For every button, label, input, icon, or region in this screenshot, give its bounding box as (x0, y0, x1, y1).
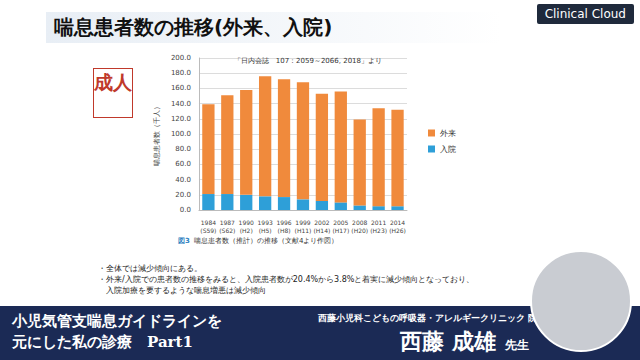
svg-text:(H26): (H26) (389, 227, 406, 234)
svg-text:200.0: 200.0 (171, 54, 191, 62)
svg-text:(H2): (H2) (240, 227, 253, 234)
svg-text:(H20): (H20) (351, 227, 368, 234)
svg-text:(S62): (S62) (219, 227, 235, 234)
svg-text:1996: 1996 (276, 219, 291, 226)
svg-text:1987: 1987 (220, 219, 235, 226)
svg-text:(H5): (H5) (259, 227, 272, 234)
html-text:喘息患者数の推移(外来、入院): 喘息患者数の推移(外来、入院) (54, 15, 333, 39)
svg-text:180.0: 180.0 (171, 69, 191, 77)
svg-text:2005: 2005 (333, 219, 348, 226)
svg-text:1993: 1993 (257, 219, 272, 226)
svg-text:1990: 1990 (239, 219, 254, 226)
html-text:小児気管支喘息ガイドラインを: 小児気管支喘息ガイドラインを (12, 312, 222, 330)
html-text:・外来/入院での患者数の推移をみると、入院患者数が20.4%: ・外来/入院での患者数の推移をみると、入院患者数が20.4%から3.8%と着実に… (98, 275, 475, 284)
svg-text:(H23): (H23) (370, 227, 387, 234)
svg-text:60.0: 60.0 (175, 160, 191, 168)
svg-text:20.0: 20.0 (175, 191, 191, 199)
svg-text:(H8): (H8) (278, 227, 291, 234)
svg-text:入院: 入院 (440, 145, 456, 154)
svg-text:100.0: 100.0 (171, 130, 191, 138)
html-text:Clinical Cloud: Clinical Cloud (544, 7, 626, 21)
html-text:喘息患者数（推計）の推移（文献4より作図）: 喘息患者数（推計）の推移（文献4より作図） (193, 237, 339, 245)
svg-text:外来: 外来 (440, 129, 456, 138)
svg-text:0.0: 0.0 (180, 206, 191, 214)
svg-text:(H11): (H11) (295, 227, 312, 234)
svg-text:160.0: 160.0 (171, 84, 191, 92)
svg-text:40.0: 40.0 (175, 176, 191, 184)
svg-text:140.0: 140.0 (171, 100, 191, 108)
html-text:西藤 成雄: 西藤 成雄 (400, 328, 496, 354)
svg-text:2008: 2008 (352, 219, 367, 226)
html-text:図3: 図3 (178, 237, 190, 245)
svg-text:喘息患者数（千人）: 喘息患者数（千人） (153, 103, 161, 166)
svg-text:80.0: 80.0 (175, 145, 191, 153)
html-text:先生: 先生 (505, 338, 529, 352)
svg-text:2011: 2011 (371, 219, 386, 226)
html-text:・全体では減少傾向にある。: ・全体では減少傾向にある。 (98, 264, 202, 273)
svg-text:2002: 2002 (314, 219, 329, 226)
html-text:元にした私の診療 Part1: 元にした私の診療 Part1 (12, 333, 193, 351)
svg-text:1999: 1999 (295, 219, 310, 226)
svg-text:(H17): (H17) (332, 227, 349, 234)
html-text:西藤小児科こどもの呼吸器・アレルギークリニック 院長: 西藤小児科こどもの呼吸器・アレルギークリニック 院長 (318, 313, 547, 323)
svg-text:1984: 1984 (201, 219, 216, 226)
svg-text:(H14): (H14) (313, 227, 330, 234)
html-text:入院加療を要するような喘息増悪は減少傾向: 入院加療を要するような喘息増悪は減少傾向 (98, 286, 266, 295)
svg-text:120.0: 120.0 (171, 115, 191, 123)
svg-text:「日内会誌 107：2059～2066, 2018」より: 「日内会誌 107：2059～2066, 2018」より (234, 57, 382, 65)
svg-text:2014: 2014 (390, 219, 405, 226)
svg-text:(S59): (S59) (200, 227, 216, 234)
html-text:成人: 成人 (94, 71, 132, 93)
